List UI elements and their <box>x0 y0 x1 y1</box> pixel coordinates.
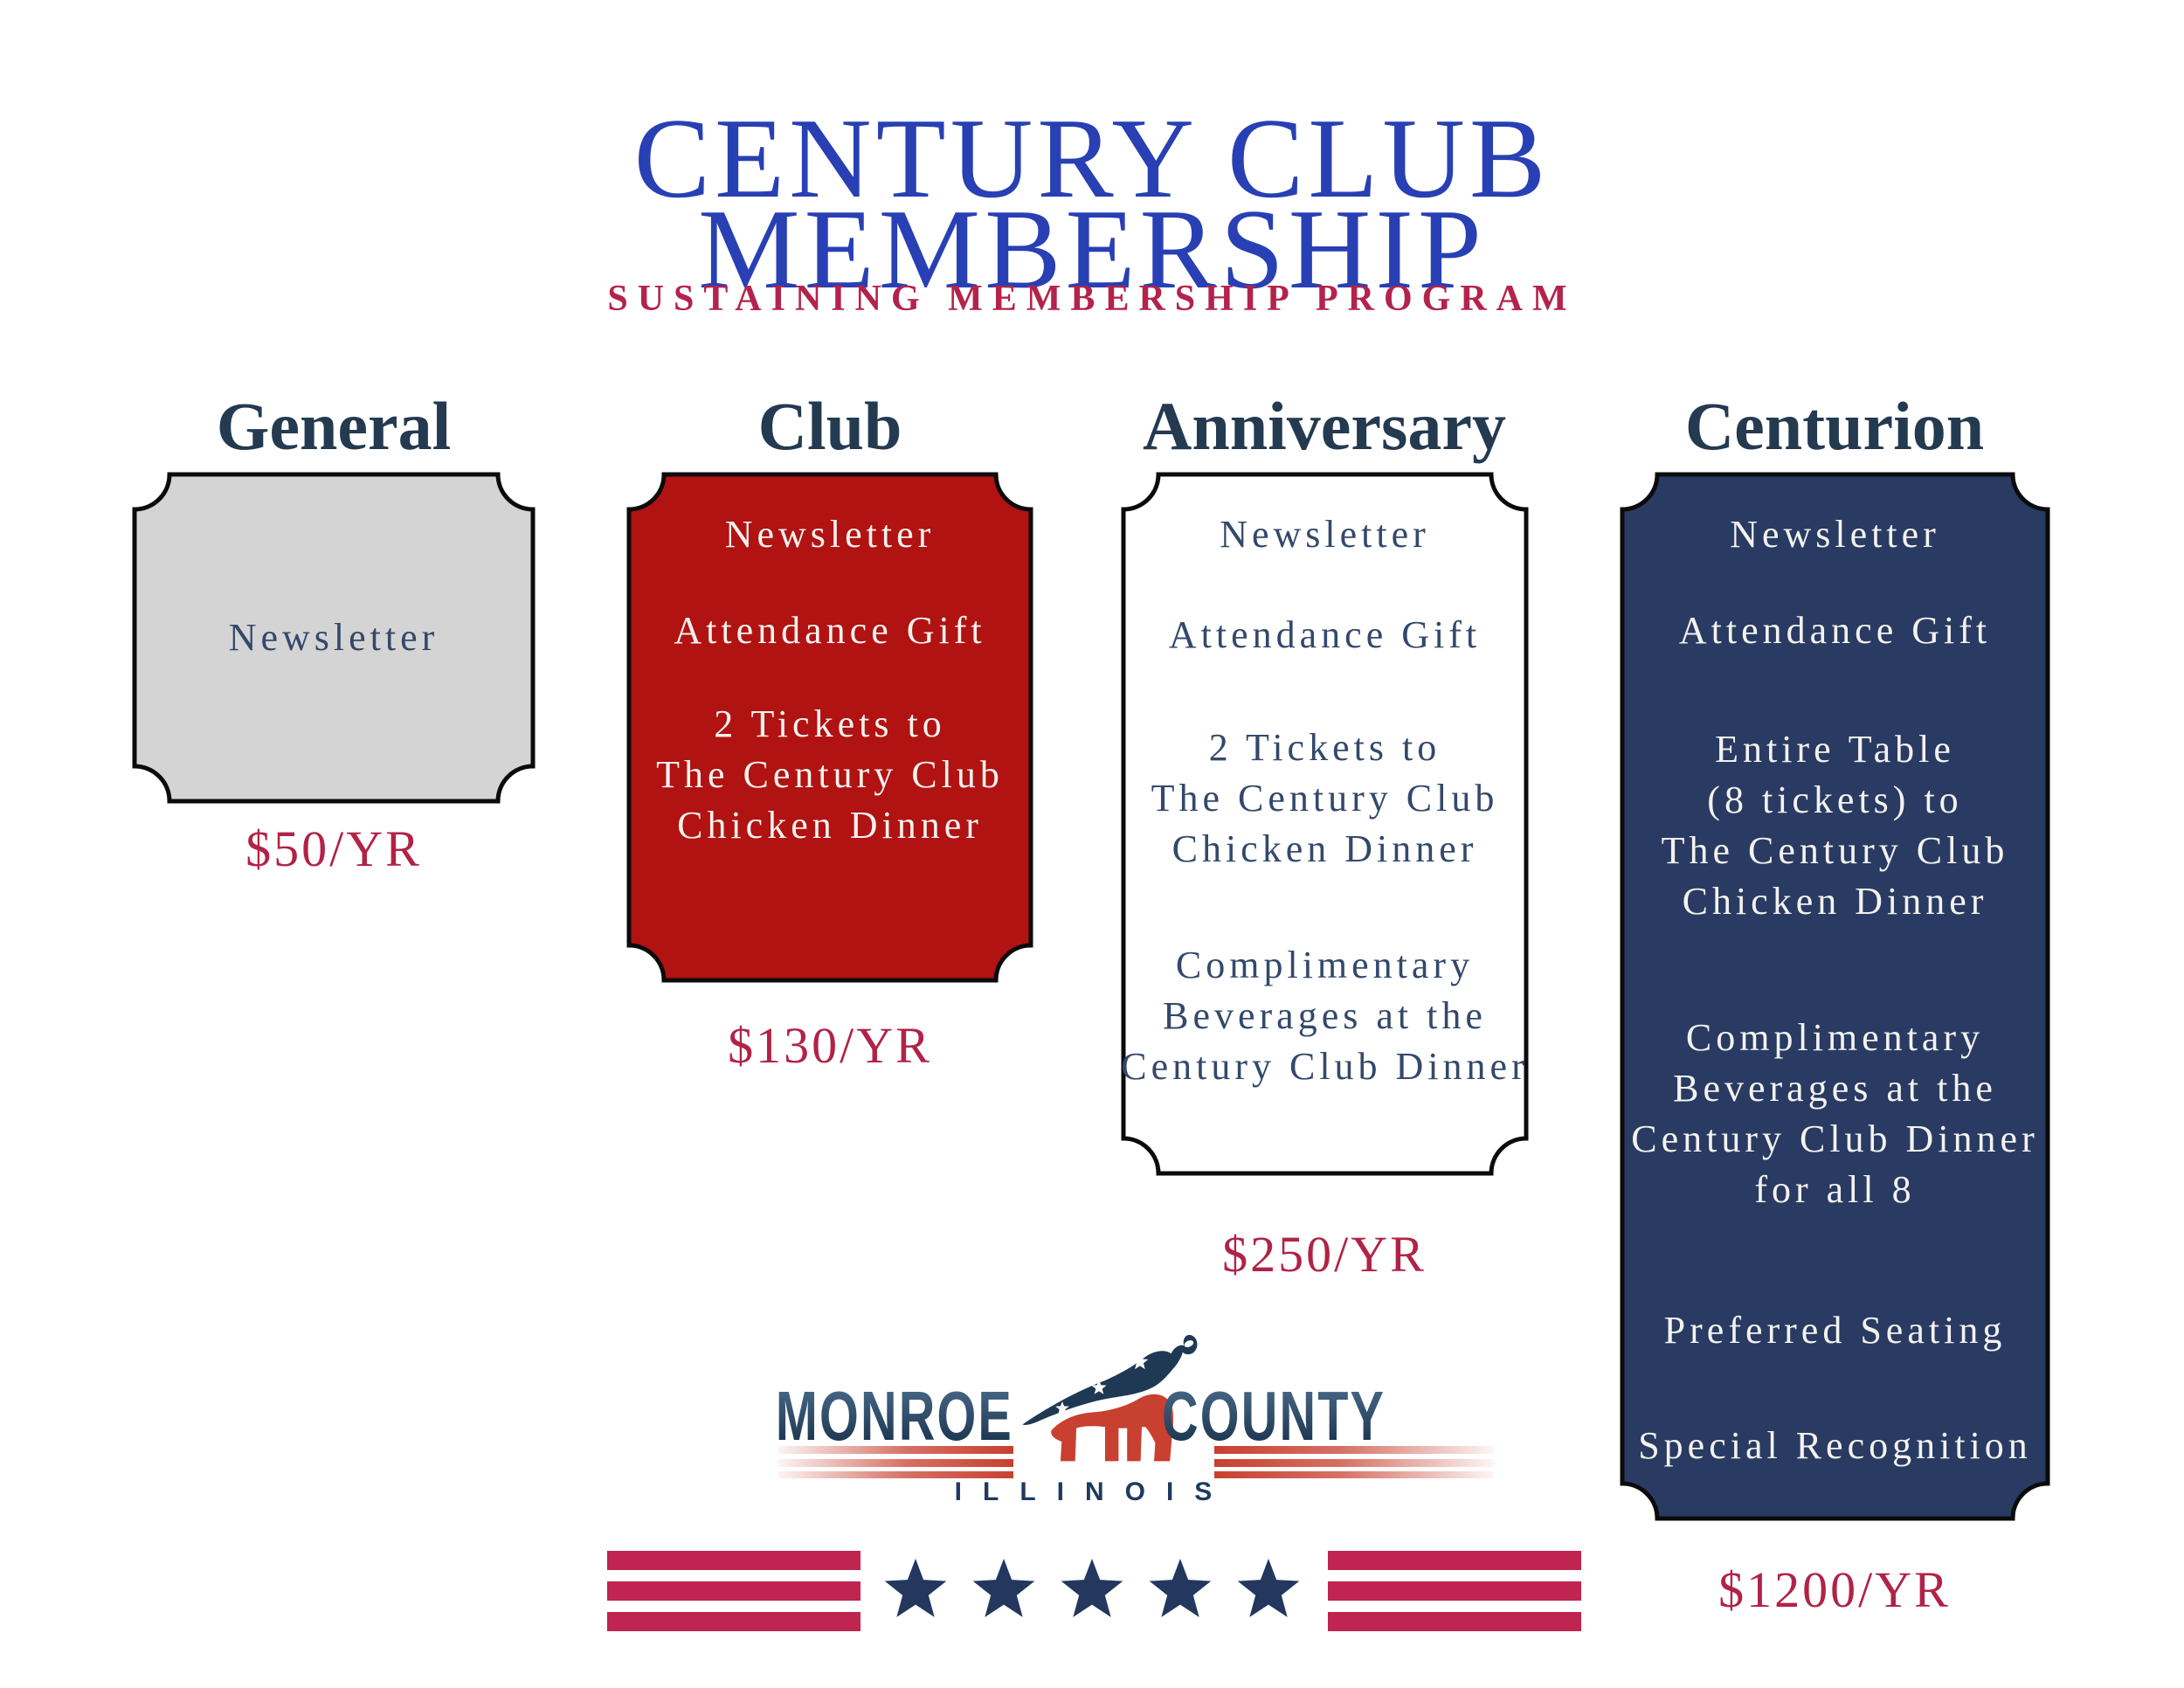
logo-stripes-right <box>1214 1446 1494 1478</box>
benefit-group: Attendance Gift <box>1121 610 1529 661</box>
benefit-line: Attendance Gift <box>674 609 986 652</box>
elephant-trunk-hole <box>1184 1340 1194 1347</box>
title-line-2: MEMBERSHIP <box>698 185 1486 313</box>
benefit-line: Century Club Dinner <box>1121 1045 1529 1088</box>
decoration-star-icon <box>884 1558 947 1617</box>
benefit-group: Preferred Seating <box>1620 1305 2050 1356</box>
card-shape-club <box>626 472 1033 983</box>
benefit-line: Newsletter <box>228 616 439 659</box>
elephant-body <box>1051 1394 1173 1462</box>
benefit-line: Chicken Dinner <box>677 804 983 847</box>
decoration-star-icon <box>1061 1558 1123 1617</box>
benefit-line: Special Recognition <box>1638 1424 2032 1467</box>
benefit-group: Newsletter <box>1620 509 2050 560</box>
card-outline <box>626 472 1033 983</box>
benefit-group: Newsletter <box>1121 509 1529 560</box>
benefit-group: 2 Tickets to The Century Club Chicken Di… <box>1121 723 1529 875</box>
monroe-county-logo: MONROE COUNTY ILLINOIS <box>776 1334 1494 1506</box>
county-text: COUNTY <box>1162 1377 1386 1456</box>
subtitle: SUSTAINING MEMBERSHIP PROGRAM <box>607 279 1577 319</box>
tier-card-anniversary: Newsletter Attendance Gift 2 Tickets to … <box>1121 472 1529 1176</box>
tier-header-club: Club <box>757 388 902 464</box>
benefit-line: Complimentary <box>1685 1016 1985 1059</box>
benefit-group: Attendance Gift <box>1620 605 2050 656</box>
stars-stripes-decoration <box>607 1551 1581 1631</box>
elephant-icon <box>1022 1334 1198 1462</box>
tier-price-anniversary: $250/YR <box>1222 1226 1427 1283</box>
tier-header-centurion: Centurion <box>1684 388 1985 464</box>
card-outline <box>132 472 536 804</box>
benefit-line: Chicken Dinner <box>1682 880 1988 923</box>
benefit-line: The Century Club <box>1151 777 1499 820</box>
decoration-stars <box>884 1558 1300 1617</box>
logo-monroe: MONROE <box>776 1377 1013 1456</box>
decoration-stripes-right <box>1328 1551 1581 1631</box>
monroe-text: MONROE <box>776 1377 1013 1456</box>
benefit-line: for all 8 <box>1754 1168 1916 1211</box>
title-line-1: CENTURY CLUB <box>633 94 1551 222</box>
tier-header-anniversary: Anniversary <box>1143 388 1506 464</box>
logo-county: COUNTY <box>1162 1377 1386 1456</box>
decoration-star-icon <box>1149 1558 1212 1617</box>
tier-price-club: $130/YR <box>728 1017 932 1074</box>
elephant-head-swoosh <box>1022 1334 1198 1425</box>
benefit-group: Newsletter <box>626 509 1033 560</box>
benefit-group: Newsletter <box>132 612 536 663</box>
decoration-star-icon <box>972 1558 1035 1617</box>
benefit-line: Beverages at the <box>1163 994 1487 1037</box>
benefit-group: Attendance Gift <box>626 605 1033 656</box>
decoration-star-icon <box>1237 1558 1300 1617</box>
benefit-line: Chicken Dinner <box>1171 827 1478 870</box>
card-shape-general <box>132 472 536 804</box>
card-shape-anniversary <box>1121 472 1529 1176</box>
illinois-text: ILLINOIS <box>955 1477 1234 1506</box>
benefit-group: Special Recognition <box>1620 1421 2050 1471</box>
tier-price-general: $50/YR <box>245 820 422 877</box>
benefit-line: The Century Club <box>1661 829 2009 872</box>
benefit-line: Newsletter <box>1730 513 1940 556</box>
benefit-line: (8 tickets) to <box>1707 778 1963 821</box>
benefit-line: Newsletter <box>1220 513 1430 556</box>
benefit-line: Century Club Dinner <box>1631 1117 2039 1160</box>
tier-card-centurion: Newsletter Attendance Gift Entire Table … <box>1620 472 2050 1521</box>
benefit-line: Attendance Gift <box>1678 609 1992 652</box>
benefit-line: 2 Tickets to <box>714 702 946 745</box>
benefit-group: Entire Table (8 tickets) to The Century … <box>1620 724 2050 927</box>
decoration-stripes-left <box>607 1551 860 1631</box>
tier-price-centurion: $1200/YR <box>1718 1561 1951 1618</box>
benefit-line: Beverages at the <box>1673 1067 1997 1110</box>
logo-stripes-left <box>778 1446 1013 1478</box>
tier-header-general: General <box>216 388 452 464</box>
card-shape-centurion <box>1620 472 2050 1521</box>
page-title: CENTURY CLUB MEMBERSHIP <box>0 101 2184 307</box>
tier-card-general: Newsletter <box>132 472 536 804</box>
benefit-line: 2 Tickets to <box>1208 726 1441 769</box>
card-outline <box>1121 472 1529 1176</box>
tier-card-club: Newsletter Attendance Gift 2 Tickets to … <box>626 472 1033 983</box>
benefit-line: Attendance Gift <box>1168 613 1482 656</box>
benefit-line: Newsletter <box>724 513 936 556</box>
card-outline <box>1620 472 2050 1521</box>
benefit-line: Complimentary <box>1175 944 1475 986</box>
benefit-line: The Century Club <box>656 753 1004 796</box>
benefit-line: Entire Table <box>1715 728 1955 771</box>
benefit-group: Complimentary Beverages at the Century C… <box>1121 940 1529 1092</box>
benefit-group: 2 Tickets to The Century Club Chicken Di… <box>626 699 1033 851</box>
benefit-group: Complimentary Beverages at the Century C… <box>1620 1013 2050 1215</box>
benefit-line: Preferred Seating <box>1663 1309 2007 1352</box>
